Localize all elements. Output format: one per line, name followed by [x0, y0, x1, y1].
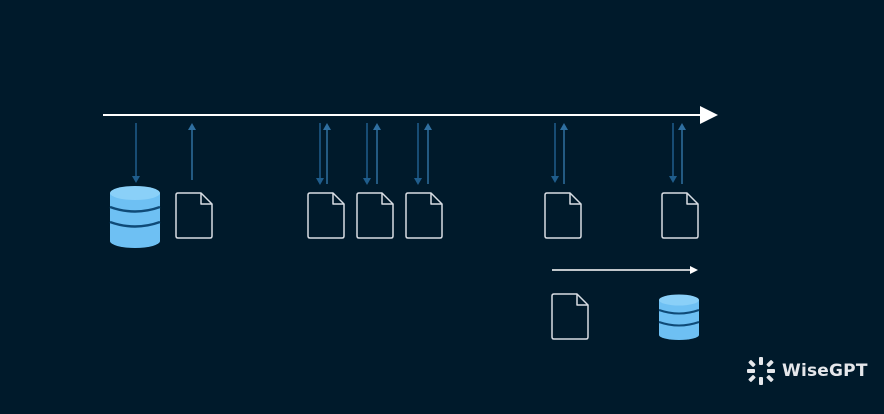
file-icon	[551, 293, 589, 340]
arrow-up-head-icon	[560, 123, 568, 130]
wisegpt-logo-icon	[747, 357, 775, 385]
file-icon	[307, 192, 345, 239]
file-icons	[175, 192, 699, 340]
arrow-down-head-icon	[363, 178, 371, 185]
connector-arrows	[132, 123, 686, 185]
file-icon	[544, 192, 582, 239]
arrow-up-head-icon	[678, 123, 686, 130]
arrow-down-head-icon	[132, 176, 140, 183]
arrow-up-head-icon	[188, 123, 196, 130]
database-icon	[109, 186, 161, 248]
arrow-up-head-icon	[424, 123, 432, 130]
file-icon	[356, 192, 394, 239]
arrow-down-head-icon	[316, 178, 324, 185]
arrow-down-head-icon	[669, 176, 677, 183]
arrow-up-head-icon	[323, 123, 331, 130]
database-icon	[658, 294, 700, 340]
file-icon	[661, 192, 699, 239]
wisegpt-watermark: WiseGPT	[746, 356, 878, 386]
file-icon	[175, 192, 213, 239]
secondary-timeline-arrowhead-icon	[690, 266, 698, 274]
secondary-timeline	[552, 266, 698, 274]
arrow-down-head-icon	[551, 176, 559, 183]
file-icon	[405, 192, 443, 239]
watermark-text: WiseGPT	[782, 361, 868, 381]
arrow-down-head-icon	[414, 178, 422, 185]
arrow-up-head-icon	[373, 123, 381, 130]
main-timeline	[103, 106, 718, 124]
main-timeline-arrowhead-icon	[700, 106, 718, 124]
